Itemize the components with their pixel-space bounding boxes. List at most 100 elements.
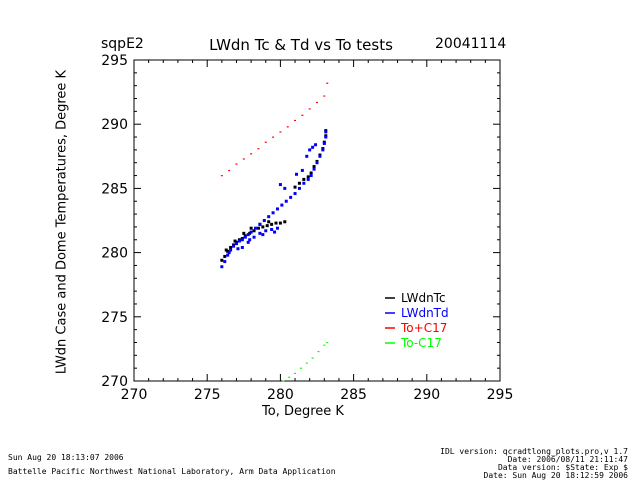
point-to-c17: [305, 362, 308, 364]
y-tick-label: 285: [101, 181, 128, 197]
point-to-c17: [220, 175, 223, 177]
point-lwdntd: [308, 148, 312, 152]
point-lwdntd: [226, 253, 230, 257]
point-lwdntd: [223, 260, 227, 264]
point-to-c17: [316, 101, 318, 104]
point-to-c17: [286, 126, 289, 128]
point-lwdntd: [312, 167, 316, 171]
y-axis-label: LWdn Case and Dome Temperatures, Degree …: [54, 69, 70, 375]
point-lwdntd: [318, 154, 322, 158]
point-lwdntd: [246, 240, 250, 244]
y-tick-label: 280: [101, 246, 128, 262]
point-to-c17: [299, 367, 302, 369]
point-lwdntc: [220, 258, 224, 262]
point-lwdntd: [232, 244, 236, 248]
point-lwdntd: [306, 177, 310, 181]
point-lwdntd: [280, 203, 284, 207]
point-to-c17: [301, 114, 304, 116]
point-to-c17: [294, 119, 297, 122]
ticks-group: 270 275 280 285 290 295 270 275 280 285 290 295: [101, 53, 513, 403]
marks-group: [220, 82, 329, 382]
point-to-c17: [323, 95, 326, 97]
point-to-c17: [242, 158, 245, 160]
legend-label-to-c17: To-C17: [400, 336, 442, 350]
point-lwdntd: [321, 148, 325, 152]
point-lwdntd: [278, 183, 282, 187]
point-lwdntd: [220, 265, 224, 269]
point-lwdntd: [300, 168, 304, 172]
footer-institution: Battelle Pacific Northwest National Labo…: [8, 467, 336, 476]
point-lwdntc: [297, 181, 301, 185]
point-lwdntd: [305, 154, 309, 158]
point-lwdntc: [270, 222, 274, 226]
point-lwdntd: [254, 226, 258, 230]
point-lwdntc: [293, 185, 297, 189]
site-label: sqpE2: [101, 36, 144, 52]
point-lwdntc: [302, 177, 306, 181]
point-lwdntd: [293, 192, 297, 196]
x-tick-label: 285: [340, 387, 367, 403]
point-lwdntd: [252, 235, 256, 239]
point-lwdntc: [306, 175, 310, 179]
point-lwdntc: [309, 171, 313, 175]
legend-label-to-c17: To+C17: [400, 321, 447, 335]
point-to-c17: [323, 344, 326, 346]
point-lwdntd: [236, 247, 240, 251]
x-tick-label: 280: [267, 387, 294, 403]
point-lwdntc: [312, 165, 316, 169]
point-to-c17: [308, 108, 311, 110]
point-lwdntd: [324, 130, 328, 134]
point-lwdntd: [322, 141, 326, 145]
x-tick-label: 275: [194, 387, 221, 403]
point-to-c17: [294, 372, 297, 374]
point-lwdntd: [309, 174, 313, 178]
point-to-c17: [288, 376, 291, 378]
plot-frame: [133, 59, 501, 382]
point-lwdntd: [237, 239, 241, 243]
footer-idl-version: IDL version: qcradtlong_plots.pro,v 1.7: [440, 447, 628, 456]
point-lwdntc: [249, 226, 253, 230]
point-lwdntd: [302, 181, 306, 185]
point-lwdntd: [270, 227, 274, 231]
point-lwdntd: [315, 161, 319, 165]
point-lwdntc: [283, 220, 287, 224]
point-lwdntd: [275, 226, 279, 230]
footer-timestamp: Sun Aug 20 18:13:07 2006: [8, 453, 124, 462]
point-lwdntc: [274, 221, 278, 225]
point-lwdntd: [234, 242, 238, 246]
point-lwdntd: [262, 219, 266, 222]
point-to-c17: [257, 148, 260, 150]
y-tick-label: 295: [101, 53, 128, 69]
point-lwdntc: [229, 245, 233, 249]
point-lwdntd: [243, 235, 247, 239]
date-stamp: 20041114: [435, 36, 507, 52]
point-lwdntc: [267, 220, 271, 224]
point-lwdntd: [240, 245, 244, 249]
point-lwdntd: [248, 238, 252, 242]
point-lwdntd: [271, 211, 275, 215]
series-to-c17: [220, 82, 329, 177]
series-lwdntd: [220, 130, 328, 269]
y-tick-label: 270: [101, 374, 128, 390]
footer-data-date: Date: Sun Aug 20 18:12:59 2006: [483, 471, 629, 480]
x-axis-label: To, Degree K: [0, 404, 640, 419]
point-to-c17: [282, 380, 285, 382]
x-tick-label: 290: [413, 387, 440, 403]
x-axis-label-text: To, Degree K: [262, 404, 344, 419]
x-tick-label: 295: [487, 387, 514, 403]
point-lwdntd: [258, 222, 262, 226]
point-lwdntd: [295, 172, 299, 176]
point-lwdntd: [261, 233, 265, 237]
chart-title-text: LWdn Tc & Td vs To tests: [209, 36, 393, 54]
point-lwdntc: [261, 225, 265, 229]
point-lwdntd: [246, 233, 250, 237]
point-lwdntc: [224, 248, 228, 252]
point-lwdntc: [242, 231, 246, 235]
legend-label-lwdntc: LWdnTc: [401, 291, 446, 305]
footer-idl-date: Date: 2006/08/11 21:11:47: [507, 455, 628, 464]
point-lwdntd: [297, 186, 301, 190]
point-to-c17: [264, 141, 267, 143]
point-lwdntd: [284, 199, 288, 203]
point-lwdntd: [267, 215, 271, 219]
